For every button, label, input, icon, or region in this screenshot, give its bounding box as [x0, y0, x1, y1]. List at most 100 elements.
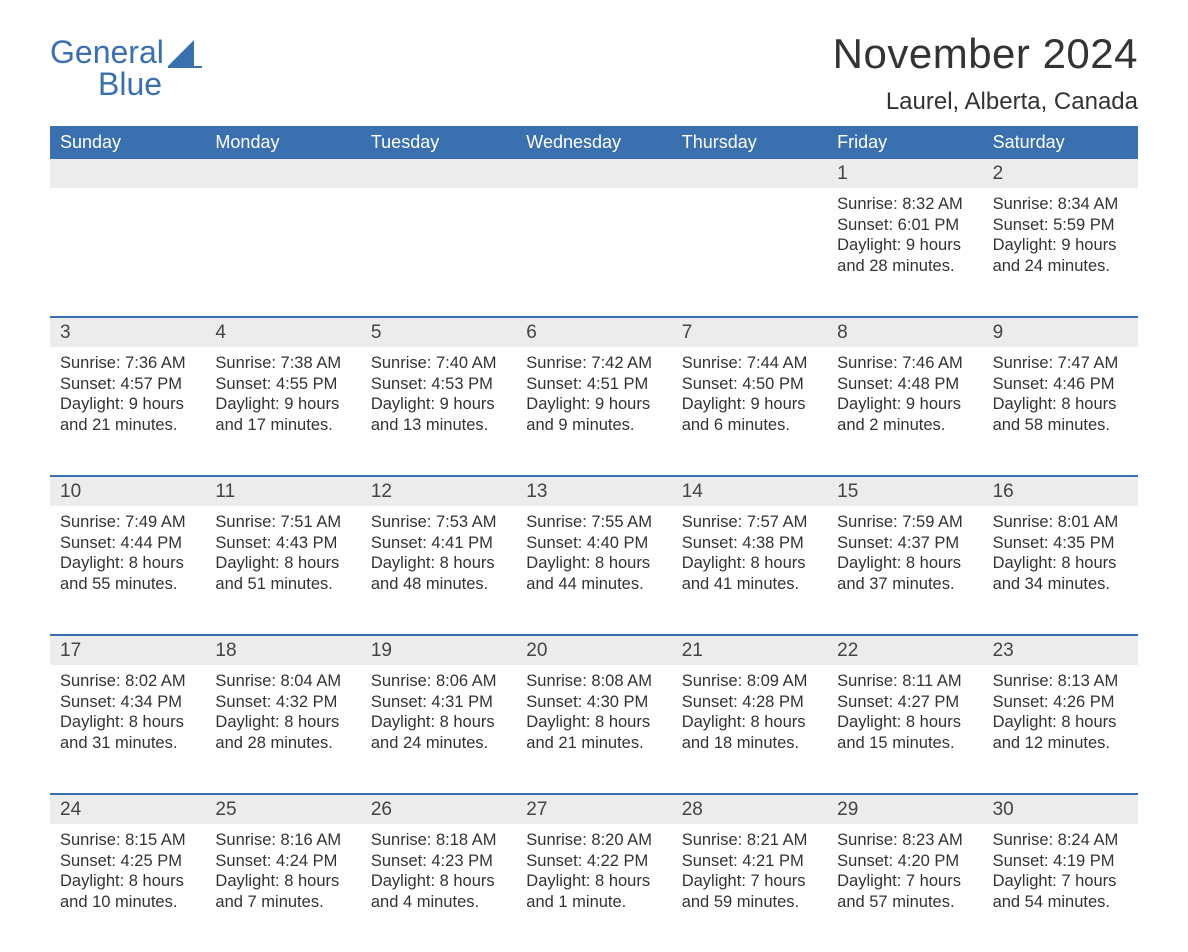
daylight1-text: Daylight: 8 hours [526, 712, 661, 733]
day-number: 7 [672, 318, 827, 347]
day-cell: Sunrise: 8:04 AMSunset: 4:32 PMDaylight:… [205, 665, 360, 783]
daylight2-text: and 24 minutes. [993, 256, 1128, 277]
day-cell: Sunrise: 8:23 AMSunset: 4:20 PMDaylight:… [827, 824, 982, 942]
day-number: 18 [205, 636, 360, 665]
daylight2-text: and 41 minutes. [682, 574, 817, 595]
sunset-text: Sunset: 4:38 PM [682, 533, 817, 554]
sunset-text: Sunset: 4:57 PM [60, 374, 195, 395]
sunset-text: Sunset: 4:43 PM [215, 533, 350, 554]
location: Laurel, Alberta, Canada [833, 88, 1138, 116]
week-row: Sunrise: 8:32 AMSunset: 6:01 PMDaylight:… [50, 188, 1138, 316]
daylight1-text: Daylight: 9 hours [682, 394, 817, 415]
sunrise-text: Sunrise: 7:47 AM [993, 353, 1128, 374]
day-number: 25 [205, 795, 360, 824]
day-cell: Sunrise: 8:11 AMSunset: 4:27 PMDaylight:… [827, 665, 982, 783]
day-cell [361, 188, 516, 306]
sunset-text: Sunset: 4:22 PM [526, 851, 661, 872]
sunrise-text: Sunrise: 7:36 AM [60, 353, 195, 374]
sunset-text: Sunset: 4:35 PM [993, 533, 1128, 554]
day-number: 13 [516, 477, 671, 506]
sunset-text: Sunset: 4:30 PM [526, 692, 661, 713]
sunset-text: Sunset: 4:27 PM [837, 692, 972, 713]
sunset-text: Sunset: 4:40 PM [526, 533, 661, 554]
daylight2-text: and 34 minutes. [993, 574, 1128, 595]
daylight1-text: Daylight: 8 hours [60, 871, 195, 892]
sunrise-text: Sunrise: 8:18 AM [371, 830, 506, 851]
daylight1-text: Daylight: 8 hours [215, 712, 350, 733]
daylight1-text: Daylight: 9 hours [371, 394, 506, 415]
day-number: 21 [672, 636, 827, 665]
daylight1-text: Daylight: 8 hours [371, 712, 506, 733]
sunrise-text: Sunrise: 7:44 AM [682, 353, 817, 374]
daylight2-text: and 59 minutes. [682, 892, 817, 913]
daylight2-text: and 44 minutes. [526, 574, 661, 595]
logo-sail-icon [168, 40, 202, 68]
daylight2-text: and 6 minutes. [682, 415, 817, 436]
daylight2-text: and 17 minutes. [215, 415, 350, 436]
day-cell: Sunrise: 7:38 AMSunset: 4:55 PMDaylight:… [205, 347, 360, 465]
day-number: 20 [516, 636, 671, 665]
day-cell: Sunrise: 7:36 AMSunset: 4:57 PMDaylight:… [50, 347, 205, 465]
day-number-row: 17181920212223 [50, 636, 1138, 665]
daylight2-text: and 12 minutes. [993, 733, 1128, 754]
day-cell: Sunrise: 7:44 AMSunset: 4:50 PMDaylight:… [672, 347, 827, 465]
daylight2-text: and 13 minutes. [371, 415, 506, 436]
day-number: 3 [50, 318, 205, 347]
day-number: 4 [205, 318, 360, 347]
sunrise-text: Sunrise: 7:57 AM [682, 512, 817, 533]
sunrise-text: Sunrise: 8:15 AM [60, 830, 195, 851]
sunrise-text: Sunrise: 7:55 AM [526, 512, 661, 533]
weekday-saturday: Saturday [983, 126, 1138, 159]
sunrise-text: Sunrise: 8:11 AM [837, 671, 972, 692]
day-cell: Sunrise: 7:40 AMSunset: 4:53 PMDaylight:… [361, 347, 516, 465]
day-number: 24 [50, 795, 205, 824]
daylight1-text: Daylight: 9 hours [60, 394, 195, 415]
logo-text: General Blue [50, 36, 164, 100]
sunrise-text: Sunrise: 7:38 AM [215, 353, 350, 374]
sunrise-text: Sunrise: 8:01 AM [993, 512, 1128, 533]
weekday-thursday: Thursday [672, 126, 827, 159]
daylight1-text: Daylight: 8 hours [837, 712, 972, 733]
day-number: 15 [827, 477, 982, 506]
sunset-text: Sunset: 4:51 PM [526, 374, 661, 395]
day-cell: Sunrise: 8:09 AMSunset: 4:28 PMDaylight:… [672, 665, 827, 783]
day-cell: Sunrise: 8:16 AMSunset: 4:24 PMDaylight:… [205, 824, 360, 942]
logo-line2: Blue [98, 68, 164, 100]
day-number: 19 [361, 636, 516, 665]
sunset-text: Sunset: 4:53 PM [371, 374, 506, 395]
title-block: November 2024 Laurel, Alberta, Canada [833, 30, 1138, 116]
daylight2-text: and 2 minutes. [837, 415, 972, 436]
daylight1-text: Daylight: 8 hours [371, 553, 506, 574]
daylight2-text: and 10 minutes. [60, 892, 195, 913]
daylight2-text: and 58 minutes. [993, 415, 1128, 436]
day-number: 27 [516, 795, 671, 824]
sunset-text: Sunset: 4:25 PM [60, 851, 195, 872]
sunrise-text: Sunrise: 7:46 AM [837, 353, 972, 374]
sunset-text: Sunset: 4:26 PM [993, 692, 1128, 713]
daylight2-text: and 21 minutes. [60, 415, 195, 436]
daylight2-text: and 15 minutes. [837, 733, 972, 754]
daylight1-text: Daylight: 8 hours [60, 712, 195, 733]
daylight1-text: Daylight: 8 hours [993, 712, 1128, 733]
day-number: 11 [205, 477, 360, 506]
sunrise-text: Sunrise: 7:51 AM [215, 512, 350, 533]
daylight1-text: Daylight: 8 hours [993, 394, 1128, 415]
sunset-text: Sunset: 4:21 PM [682, 851, 817, 872]
weekday-monday: Monday [205, 126, 360, 159]
sunset-text: Sunset: 4:24 PM [215, 851, 350, 872]
daylight1-text: Daylight: 8 hours [682, 553, 817, 574]
day-number: 23 [983, 636, 1138, 665]
daylight1-text: Daylight: 9 hours [526, 394, 661, 415]
day-cell: Sunrise: 7:49 AMSunset: 4:44 PMDaylight:… [50, 506, 205, 624]
sunrise-text: Sunrise: 7:40 AM [371, 353, 506, 374]
sunset-text: Sunset: 4:41 PM [371, 533, 506, 554]
week-block: 12Sunrise: 8:32 AMSunset: 6:01 PMDayligh… [50, 159, 1138, 316]
daylight1-text: Daylight: 9 hours [837, 235, 972, 256]
week-block: 3456789Sunrise: 7:36 AMSunset: 4:57 PMDa… [50, 316, 1138, 475]
day-cell: Sunrise: 8:02 AMSunset: 4:34 PMDaylight:… [50, 665, 205, 783]
day-number: 12 [361, 477, 516, 506]
day-number-row: 24252627282930 [50, 795, 1138, 824]
sunset-text: Sunset: 5:59 PM [993, 215, 1128, 236]
sunset-text: Sunset: 4:32 PM [215, 692, 350, 713]
week-block: 24252627282930Sunrise: 8:15 AMSunset: 4:… [50, 793, 1138, 952]
